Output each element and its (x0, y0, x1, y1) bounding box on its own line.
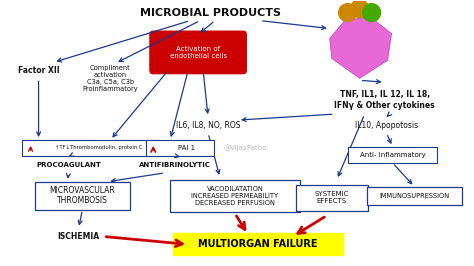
Text: Factor XII: Factor XII (18, 66, 59, 75)
Text: Anti- inflammatory: Anti- inflammatory (360, 152, 426, 158)
FancyBboxPatch shape (170, 180, 300, 211)
Polygon shape (330, 16, 392, 78)
Circle shape (339, 4, 356, 22)
FancyBboxPatch shape (347, 147, 438, 163)
Circle shape (351, 0, 369, 18)
Text: MICROVASCULAR
THROMBOSIS: MICROVASCULAR THROMBOSIS (50, 186, 115, 205)
Text: @VijayPatho: @VijayPatho (223, 144, 267, 151)
Text: ↑TF↓Thrombomodulin, protein C: ↑TF↓Thrombomodulin, protein C (55, 146, 142, 150)
FancyBboxPatch shape (22, 140, 159, 156)
FancyBboxPatch shape (149, 31, 247, 74)
Text: Activation of
endothelial cells: Activation of endothelial cells (170, 46, 227, 59)
Text: MICROBIAL PRODUCTS: MICROBIAL PRODUCTS (139, 8, 281, 18)
Text: IL6, IL8, NO, ROS: IL6, IL8, NO, ROS (176, 120, 240, 130)
Circle shape (363, 4, 381, 22)
Text: VACODILATATION
INCREASED PERMEABILITY
DECREASED PERFUSION: VACODILATATION INCREASED PERMEABILITY DE… (191, 186, 279, 206)
Text: ISCHEMIA: ISCHEMIA (57, 232, 100, 241)
FancyBboxPatch shape (35, 182, 130, 210)
Text: MULTIORGAN FAILURE: MULTIORGAN FAILURE (198, 239, 318, 250)
FancyBboxPatch shape (173, 234, 343, 255)
FancyBboxPatch shape (146, 140, 214, 156)
Text: Compliment
activation
C3a, C5a, C3b
Proinflammatory: Compliment activation C3a, C5a, C3b Proi… (82, 65, 138, 92)
Text: PROCOAGULANT: PROCOAGULANT (36, 162, 101, 168)
Text: SYSTEMIC
EFFECTS: SYSTEMIC EFFECTS (315, 191, 349, 204)
Text: IMMUNOSUPRESSION: IMMUNOSUPRESSION (379, 193, 449, 199)
FancyBboxPatch shape (366, 187, 462, 205)
Text: TNF, IL1, IL 12, IL 18,
IFNγ & Other cytokines: TNF, IL1, IL 12, IL 18, IFNγ & Other cyt… (334, 90, 435, 110)
Text: IL10, Apopotosis: IL10, Apopotosis (355, 120, 418, 130)
Text: PAI 1: PAI 1 (178, 145, 195, 151)
FancyBboxPatch shape (296, 185, 368, 211)
Text: ANTIFIBRINOLYTIC: ANTIFIBRINOLYTIC (139, 162, 211, 168)
